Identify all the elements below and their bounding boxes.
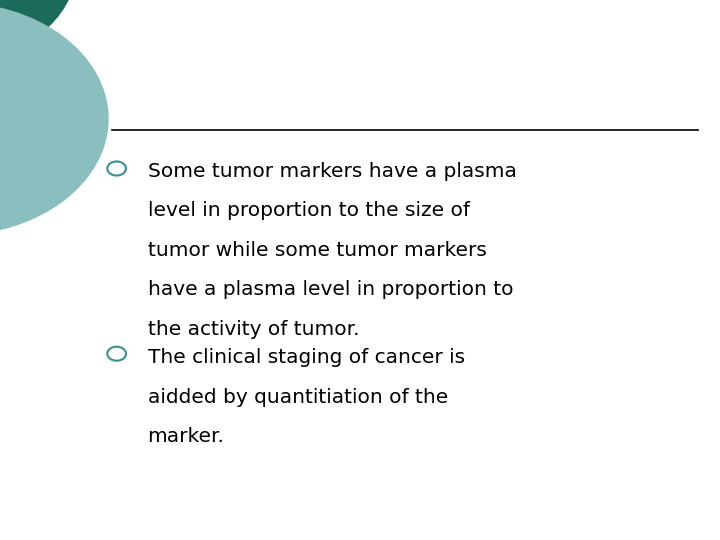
Text: The clinical staging of cancer is: The clinical staging of cancer is	[148, 348, 464, 367]
Circle shape	[0, 3, 108, 235]
Text: aidded by quantitiation of the: aidded by quantitiation of the	[148, 388, 448, 407]
Text: have a plasma level in proportion to: have a plasma level in proportion to	[148, 280, 513, 299]
Text: marker.: marker.	[148, 427, 225, 446]
Text: the activity of tumor.: the activity of tumor.	[148, 320, 359, 339]
Text: Some tumor markers have a plasma: Some tumor markers have a plasma	[148, 162, 516, 181]
Text: tumor while some tumor markers: tumor while some tumor markers	[148, 241, 487, 260]
Text: level in proportion to the size of: level in proportion to the size of	[148, 201, 469, 220]
Circle shape	[0, 0, 76, 62]
